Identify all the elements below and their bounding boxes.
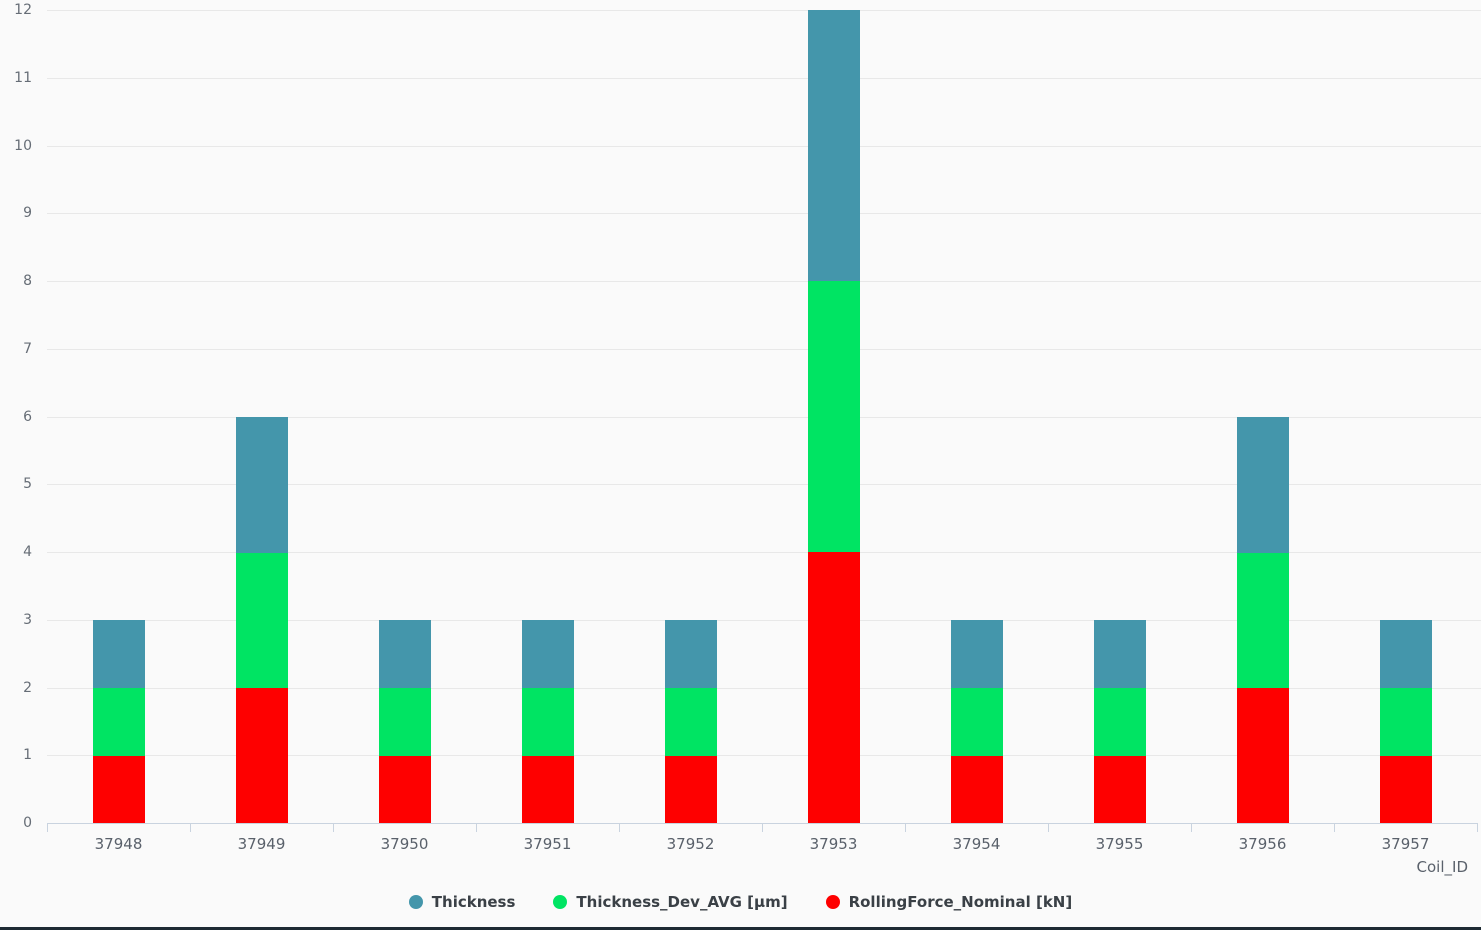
x-axis-label-37950: 37950 xyxy=(380,835,429,853)
y-axis-label-8: 8 xyxy=(23,273,32,289)
gridline-y-5 xyxy=(47,484,1481,485)
x-axis-label-37953: 37953 xyxy=(809,835,858,853)
x-axis-label-37954: 37954 xyxy=(952,835,1001,853)
x-axis-tick-10 xyxy=(1477,823,1478,832)
gridline-y-10 xyxy=(47,146,1481,147)
x-axis-tick-7 xyxy=(1048,823,1049,832)
y-axis-label-12: 12 xyxy=(14,2,32,18)
y-axis-label-5: 5 xyxy=(23,476,32,492)
x-axis-tick-1 xyxy=(190,823,191,832)
y-axis-label-9: 9 xyxy=(23,205,32,221)
gridline-y-8 xyxy=(47,281,1481,282)
bar-segment-thickness-dev-avg-m-37955[interactable] xyxy=(1094,688,1146,756)
bar-segment-rollingforce-nominal-kn-37949[interactable] xyxy=(236,688,288,824)
bar-segment-thickness-37953[interactable] xyxy=(808,10,860,281)
legend-item-rollingforce-nominal-kn[interactable]: RollingForce_Nominal [kN] xyxy=(825,893,1073,911)
y-axis-label-0: 0 xyxy=(23,815,32,831)
bar-segment-rollingforce-nominal-kn-37956[interactable] xyxy=(1237,688,1289,824)
bar-segment-thickness-37952[interactable] xyxy=(665,620,717,688)
x-axis-tick-6 xyxy=(905,823,906,832)
gridline-y-12 xyxy=(47,10,1481,11)
bar-segment-rollingforce-nominal-kn-37950[interactable] xyxy=(379,755,431,823)
bottom-edge-strip xyxy=(0,927,1481,930)
bar-segment-thickness-37956[interactable] xyxy=(1237,417,1289,553)
x-axis-label-37955: 37955 xyxy=(1095,835,1144,853)
legend-marker-icon xyxy=(408,895,423,909)
x-axis-label-37957: 37957 xyxy=(1381,835,1430,853)
gridline-y-6 xyxy=(47,417,1481,418)
bar-segment-thickness-dev-avg-m-37952[interactable] xyxy=(665,688,717,756)
x-axis-tick-5 xyxy=(762,823,763,832)
bar-segment-thickness-37957[interactable] xyxy=(1380,620,1432,688)
bar-segment-thickness-37950[interactable] xyxy=(379,620,431,688)
bar-segment-rollingforce-nominal-kn-37955[interactable] xyxy=(1094,755,1146,823)
bar-segment-rollingforce-nominal-kn-37954[interactable] xyxy=(951,755,1003,823)
bar-segment-thickness-37955[interactable] xyxy=(1094,620,1146,688)
bar-segment-thickness-dev-avg-m-37954[interactable] xyxy=(951,688,1003,756)
bar-segment-thickness-37949[interactable] xyxy=(236,417,288,553)
x-axis-label-37956: 37956 xyxy=(1238,835,1287,853)
x-axis-tick-2 xyxy=(333,823,334,832)
bar-segment-thickness-dev-avg-m-37951[interactable] xyxy=(522,688,574,756)
bar-segment-thickness-dev-avg-m-37953[interactable] xyxy=(808,281,860,552)
legend-item-thickness-dev-avg-m[interactable]: Thickness_Dev_AVG [µm] xyxy=(553,893,788,911)
x-axis-tick-0 xyxy=(47,823,48,832)
y-axis-label-2: 2 xyxy=(23,680,32,696)
legend-marker-icon xyxy=(553,895,568,909)
x-axis-label-37951: 37951 xyxy=(523,835,572,853)
bar-segment-rollingforce-nominal-kn-37951[interactable] xyxy=(522,755,574,823)
y-axis-label-11: 11 xyxy=(14,70,32,86)
y-axis-label-4: 4 xyxy=(23,544,32,560)
legend-item-label: Thickness xyxy=(431,893,516,911)
legend-item-label: RollingForce_Nominal [kN] xyxy=(848,893,1073,911)
gridline-y-9 xyxy=(47,213,1481,214)
bar-segment-thickness-dev-avg-m-37957[interactable] xyxy=(1380,688,1432,756)
bar-segment-thickness-dev-avg-m-37949[interactable] xyxy=(236,552,288,688)
bar-segment-thickness-37948[interactable] xyxy=(93,620,145,688)
bar-segment-rollingforce-nominal-kn-37948[interactable] xyxy=(93,755,145,823)
gridline-y-4 xyxy=(47,552,1481,553)
y-axis-label-7: 7 xyxy=(23,341,32,357)
x-axis-tick-3 xyxy=(476,823,477,832)
gridline-y-3 xyxy=(47,620,1481,621)
bar-segment-thickness-dev-avg-m-37948[interactable] xyxy=(93,688,145,756)
gridline-y-11 xyxy=(47,78,1481,79)
bar-segment-rollingforce-nominal-kn-37957[interactable] xyxy=(1380,755,1432,823)
bar-segment-thickness-37951[interactable] xyxy=(522,620,574,688)
gridline-y-1 xyxy=(47,755,1481,756)
legend: Thickness Thickness_Dev_AVG [µm] RollingFo… xyxy=(0,893,1481,911)
x-axis-tick-8 xyxy=(1191,823,1192,832)
x-axis-label-37952: 37952 xyxy=(666,835,715,853)
bar-segment-thickness-dev-avg-m-37950[interactable] xyxy=(379,688,431,756)
bar-segment-thickness-dev-avg-m-37956[interactable] xyxy=(1237,552,1289,688)
legend-item-thickness[interactable]: Thickness xyxy=(408,893,516,911)
y-axis-label-10: 10 xyxy=(14,138,32,154)
y-axis-label-6: 6 xyxy=(23,409,32,425)
x-axis-tick-9 xyxy=(1334,823,1335,832)
legend-item-label: Thickness_Dev_AVG [µm] xyxy=(576,893,788,911)
gridline-y-7 xyxy=(47,349,1481,350)
x-axis-tick-4 xyxy=(619,823,620,832)
y-axis-label-1: 1 xyxy=(23,747,32,763)
legend-marker-icon xyxy=(825,895,840,909)
bar-segment-rollingforce-nominal-kn-37953[interactable] xyxy=(808,552,860,823)
x-axis-title: Coil_ID xyxy=(1416,858,1468,876)
x-axis-label-37948: 37948 xyxy=(94,835,143,853)
y-axis-label-3: 3 xyxy=(23,612,32,628)
bar-segment-thickness-37954[interactable] xyxy=(951,620,1003,688)
x-axis-label-37949: 37949 xyxy=(237,835,286,853)
gridline-y-2 xyxy=(47,688,1481,689)
bar-segment-rollingforce-nominal-kn-37952[interactable] xyxy=(665,755,717,823)
